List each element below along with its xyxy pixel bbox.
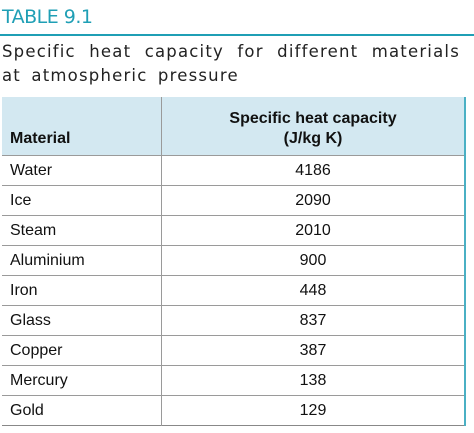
header-line: Specific heat capacity [229,110,397,127]
table-row: Glass 837 [2,305,465,336]
table-row: Water 4186 [2,155,465,186]
material-cell: Water [2,155,162,186]
header-cell: Specific heat capacity (J/kg K) [161,97,465,156]
table-row: Steam 2010 [2,215,465,246]
value-cell: 900 [161,245,465,276]
data-table: Material Specific heat capacity (J/kg K) W… [2,97,466,426]
value-cell: 387 [161,335,465,366]
header-line: (J/kg K) [283,130,343,147]
table-head: Material Specific heat capacity (J/kg K) [2,97,465,156]
material-cell: Mercury [2,365,162,396]
material-cell: Iron [2,275,162,306]
value-cell: 2090 [161,185,465,216]
table-row: Iron 448 [2,275,465,306]
value-cell: 138 [161,365,465,396]
header-row: Material Specific heat capacity (J/kg K) [2,97,465,156]
table-row: Ice 2090 [2,185,465,216]
material-cell: Steam [2,215,162,246]
table-row: Gold 129 [2,395,465,426]
table-row: Aluminium 900 [2,245,465,276]
table-caption: Specific heat capacity for different mat… [2,42,460,85]
table-title: TABLE 9.1 [2,6,93,28]
material-cell: Aluminium [2,245,162,276]
material-cell: Gold [2,395,162,426]
value-cell: 129 [161,395,465,426]
table-row: Mercury 138 [2,365,465,396]
table-body: Water 4186 Ice 2090 Steam 2010 Aluminium 900 Iro… [2,155,465,426]
value-cell: 2010 [161,215,465,246]
table-row: Copper 387 [2,335,465,366]
material-cell: Glass [2,305,162,336]
material-cell: Ice [2,185,162,216]
value-cell: 837 [161,305,465,336]
title-rule [0,34,474,36]
header-cell: Material [2,97,162,156]
value-cell: 448 [161,275,465,306]
value-cell: 4186 [161,155,465,186]
material-cell: Copper [2,335,162,366]
